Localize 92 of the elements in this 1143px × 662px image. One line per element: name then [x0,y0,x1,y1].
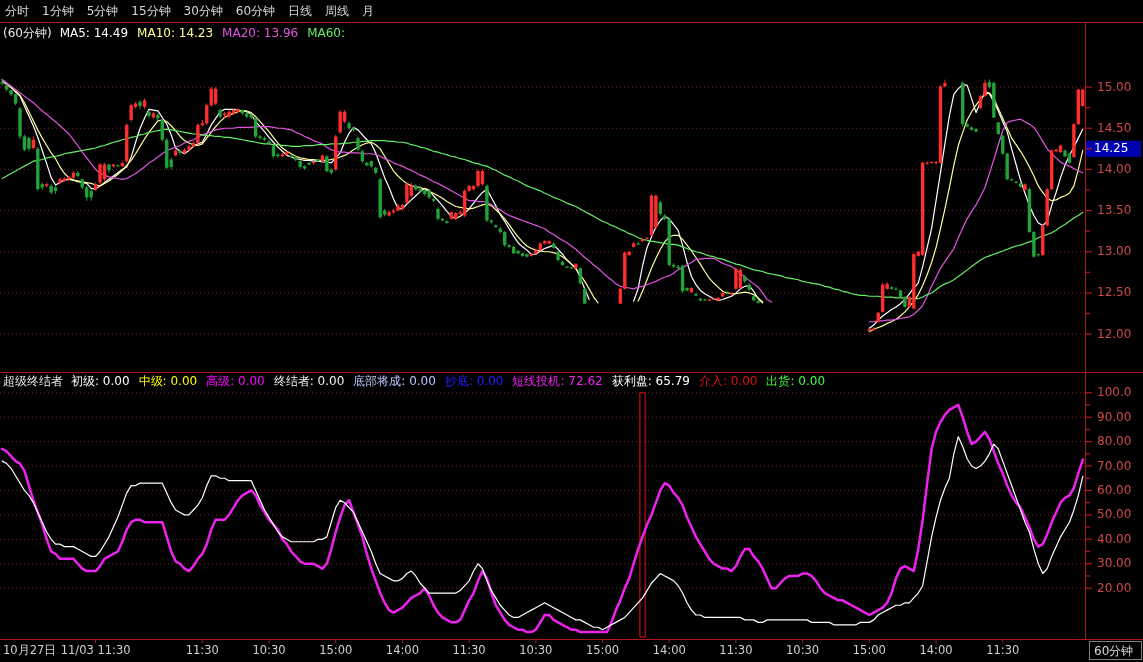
x-tick-label: 14:00 [385,643,420,657]
y-tick-label: 60.00 [1097,482,1132,497]
text: MA20: 13.96 [222,26,299,40]
x-tick-label: 15:00 [852,643,886,657]
y-tick-label: 80.00 [1097,434,1132,449]
candlestick [267,139,271,146]
candlestick [445,219,449,225]
text: 30分钟 [183,4,223,18]
x-tick-label: 11/03 11:30 [60,643,131,657]
text: 获利盘: 65.79 [611,374,690,388]
y-tick-label: 12.00 [1097,326,1132,341]
candlestick [516,249,520,255]
y-tick-label: 14.50 [1097,120,1132,135]
legend-label: 高级: 0.00 [206,374,265,388]
candlestick [565,265,569,269]
y-tick-label: 14.25 [1094,141,1129,156]
x-tick-label: 10:30 [252,643,286,657]
legend-label: 底部将成: 0.00 [353,374,436,388]
legend-label: 出货: 0.00 [766,374,826,388]
text: MA10: 14.23 [137,26,214,40]
candlestick [138,99,142,109]
text: 介入: 0.00 [698,374,758,388]
candlestick [1009,177,1014,182]
text: 短线投机: 72.62 [512,374,603,388]
candlestick [147,109,151,119]
legend-label: 中级: 0.00 [138,374,198,388]
y-tick-label: 13.50 [1097,203,1132,218]
candlestick [636,241,640,246]
x-tick-label: 11:30 [719,643,753,657]
x-tick-label: 11:30 [452,643,486,657]
y-tick-label: 20.00 [1097,580,1132,595]
text: 周线 [325,4,350,18]
y-tick-label: 70.00 [1097,458,1132,473]
y-tick-label: 100.0 [1097,385,1132,400]
candlestick [178,149,182,156]
candlestick [1014,180,1018,184]
candlestick [156,112,160,121]
y-tick-label: 15.00 [1097,79,1132,94]
line-series [1,436,1084,631]
x-tick-label: 15:00 [585,643,620,657]
candlestick [160,117,164,142]
text: 60分钟 [1094,644,1134,658]
candlestick [725,290,729,296]
candlestick [943,79,947,88]
chart-title: (60分钟) [3,26,52,40]
legend-label: 终结者: 0.00 [273,374,345,388]
candlestick [338,109,342,135]
candlestick [67,175,71,181]
candlestick [405,182,409,205]
y-tick-label: 50.00 [1097,507,1132,522]
candlestick [716,296,720,302]
x-tick-label: 10:30 [519,643,553,657]
candlestick [525,252,529,259]
line-series [0,403,1085,634]
candlestick [102,162,107,182]
candlestick [476,168,480,189]
candlestick [734,266,738,291]
candlestick [129,103,133,123]
x-tick-label: 14:00 [652,643,686,657]
text: MA60: [307,26,346,40]
y-tick-label: 90.00 [1097,409,1132,424]
x-tick-label: 11:30 [185,643,219,657]
text: 5分钟 [86,4,119,18]
candlestick [365,161,369,167]
text: MA5: 14.49 [59,26,129,40]
y-tick-label: 14.00 [1097,161,1132,176]
candlestick [258,134,262,141]
line-series [1,128,1084,300]
y-tick-label: 30.00 [1097,556,1132,571]
text: 10月27日 [3,643,57,657]
text: 60分钟 [235,4,276,18]
candlestick [507,243,511,249]
x-tick-label: 15:00 [319,643,353,657]
legend-label: 初级: 0.00 [71,374,130,388]
candlestick [98,162,102,185]
candlestick [645,236,649,240]
text: 月 [362,4,375,18]
y-tick-label: 40.00 [1097,531,1132,546]
x-tick-label: 11:30 [986,643,1020,657]
candlestick [213,86,218,106]
y-tick-label: 13.00 [1097,244,1132,259]
chart-title: 超级终结者 [3,374,63,388]
legend-label: 抄底: 0.00 [444,374,504,388]
candlestick [929,160,934,165]
text: 分时 [5,4,29,18]
text: 15分钟 [131,4,171,18]
candlestick [196,122,200,146]
y-tick-label: 12.50 [1097,285,1132,300]
text: 日线 [288,4,313,18]
text: 1分钟 [42,4,74,18]
x-tick-label: 10:30 [786,643,820,657]
x-tick-label: 14:00 [919,643,953,657]
